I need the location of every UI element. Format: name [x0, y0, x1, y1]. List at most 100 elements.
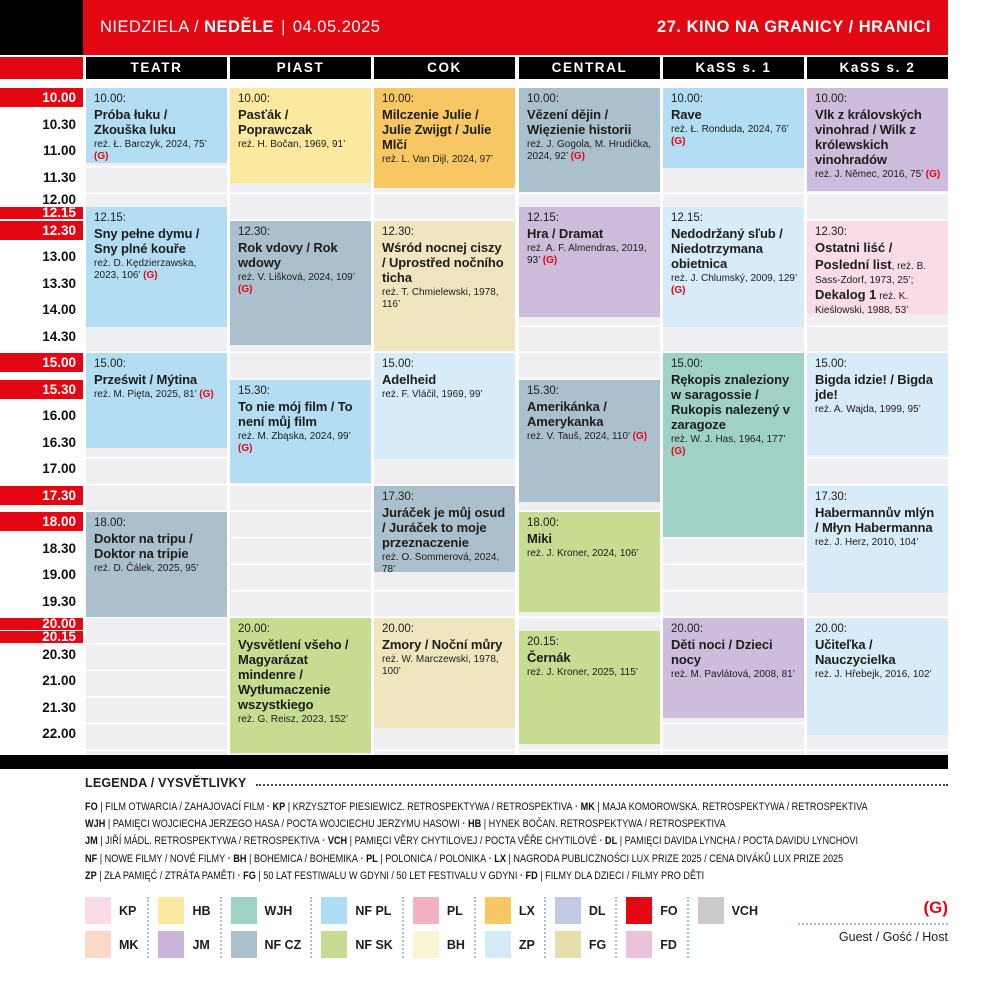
film-title: Habermannův mlýn / Młyn Habermanna	[815, 505, 935, 536]
film-title: Doktor na tripu / Doktor na tripie	[94, 531, 193, 562]
festival-title: 27. KINO NA GRANICY / HRANICI	[657, 18, 931, 36]
cell-start-time: 18.00:	[94, 517, 126, 529]
film-credits: reż. M. Zbąska, 2024, 99’ (G)	[238, 430, 351, 455]
film-credits: reż. J. Herz, 2010, 104’	[815, 536, 919, 548]
legend-swatch-fd	[626, 931, 653, 959]
legend-code: FO	[85, 801, 98, 813]
time-label: 16.00	[42, 408, 76, 423]
cell-start-time: 10.00:	[815, 93, 847, 105]
time-label: 12.00	[42, 194, 76, 206]
legend-swatch-fo	[626, 897, 653, 925]
legend-line: FO | FILM OTWARCIA / ZAHAJOVACÍ FILM · K…	[85, 801, 868, 813]
legend-swatch-item: FG	[554, 931, 607, 959]
cell-start-time: 12.15:	[94, 212, 126, 224]
schedule-cell: 15.00: Adelheid reż. F. Vláčil, 1969, 99’	[374, 353, 515, 459]
legend-swatch-kp	[85, 897, 111, 925]
film-title: Vysvětlení všeho / Magyarázat mindenre /…	[238, 637, 349, 713]
legend-swatch-label: JM	[192, 937, 210, 952]
cell-start-time: 15.30:	[238, 385, 270, 397]
legend-swatch-dl	[554, 897, 581, 925]
film-title: Rave	[671, 107, 702, 122]
film-title-credits-mixed: Ostatni liść / Poslední list, reż. B. Sa…	[815, 240, 941, 314]
legend-swatch-label: FG	[588, 937, 607, 952]
film-credits: reż. L. Van Dijl, 2024, 97’	[382, 153, 493, 165]
film-title: Bigda idzie! / Bigda jde!	[815, 372, 933, 403]
guest-legend: (G) Guest / Gość / Host	[798, 897, 948, 958]
film-credits: reż. W. Marczewski, 1978, 100’	[382, 653, 499, 678]
cell-start-time: 20.00:	[815, 623, 847, 635]
film-credits: reż. J. Kroner, 2024, 106’	[527, 547, 639, 559]
film-credits: reż. J. Chlumský, 2009, 129’ (G)	[671, 272, 797, 297]
guest-badge: (G)	[238, 284, 253, 296]
legend-swatch-column: NF PL NF SK	[310, 897, 402, 959]
cell-start-time: 12.30:	[382, 226, 414, 238]
film-credits: reż. K. Kieślowski, 1988, 53’	[815, 290, 909, 314]
legend-swatch-label: NF PL	[355, 903, 392, 918]
cell-start-time: 10.00:	[671, 93, 703, 105]
film-title: Pasťák / Poprawczak	[238, 107, 313, 138]
film-title: Učiteľka / Nauczycielka	[815, 637, 896, 668]
film-credits: reż. M. Pięta, 2025, 81’ (G)	[94, 388, 214, 400]
schedule-cell: 15.00: Prześwit / Mýtina reż. M. Pięta, 20…	[86, 353, 227, 448]
schedule-cell: 17.30: Juráček je můj osud / Juráček to m…	[374, 486, 515, 572]
time-label: 13.30	[42, 276, 76, 291]
pipe-separator: |	[281, 18, 286, 36]
schedule-cell: 12.30: Ostatni liść / Poslední list, reż.…	[807, 221, 948, 314]
film-title: Sny pełne dymu / Sny plné kouře	[94, 226, 200, 257]
venue-header-central: CENTRAL	[519, 57, 660, 79]
legend-swatch-item: FO	[626, 897, 678, 925]
legend-swatch-label: HB	[192, 903, 211, 918]
schedule-cell: 12.15: Nedodržaný sľub / Niedotrzymana ob…	[663, 207, 804, 327]
cell-start-time: 12.15:	[527, 212, 559, 224]
schedule-cell: 12.15: Hra / Dramat reż. A. F. Almendras, …	[519, 207, 660, 317]
date-label: 04.05.2025	[292, 18, 381, 36]
legend-separator-dot: ·	[517, 869, 526, 882]
legend-swatch-label: FD	[660, 937, 677, 952]
legend-swatch-label: NF CZ	[264, 937, 302, 952]
guest-badge: (G)	[570, 151, 586, 163]
legend-swatch-column: WJH NF CZ	[219, 897, 311, 959]
film-title: Vlk z královských vinohrad / Wilk z król…	[815, 107, 922, 168]
guest-badge: (G)	[542, 255, 558, 267]
film-credits: reż. J. Kroner, 2025, 115’	[527, 666, 638, 678]
guest-badge: (G)	[671, 446, 686, 458]
legend-code: FG	[243, 869, 256, 882]
legend-swatch-bh	[412, 931, 439, 959]
legend-swatch-label: VCH	[731, 903, 758, 918]
legend-code: FD	[525, 869, 538, 882]
legend-swatch-column: HB JM	[147, 897, 219, 959]
header-band: NIEDZIELA / NEDĚLE | 04.05.2025 27. KINO N…	[83, 0, 948, 55]
cell-start-time: 20.00:	[671, 623, 703, 635]
legend-separator-dot: ·	[459, 818, 469, 831]
legend-separator-dot: ·	[319, 835, 328, 848]
guest-badge: (G)	[143, 270, 158, 282]
time-label: 15.00	[0, 353, 83, 372]
time-label: 19.00	[42, 567, 76, 582]
schedule-cell: 20.00: Zmory / Noční můry reż. W. Marczews…	[374, 618, 515, 728]
time-label: 11.00	[42, 143, 76, 158]
legend-swatch-label: BH	[446, 937, 465, 952]
day-cz: NEDĚLE	[204, 18, 275, 36]
film-title: Vězení dějin / Więzienie historii	[527, 107, 632, 138]
schedule-cell: 20.00: Vysvětlení všeho / Magyarázat mind…	[230, 618, 371, 753]
schedule-cell: 15.30: To nie mój film / To není můj film…	[230, 380, 371, 483]
schedule-cell: 18.00: Miki reż. J. Kroner, 2024, 106’	[519, 512, 660, 612]
legend-swatch-item: PL	[412, 897, 465, 925]
legend-code: HB	[468, 818, 482, 831]
film-credits: reż. V. Lišková, 2024, 109’ (G)	[238, 271, 355, 296]
legend-swatch-column: LX ZP	[473, 897, 544, 959]
film-title: Miki	[527, 531, 552, 546]
schedule-cell: 10.00: Próba łuku / Zkouška luku reż. Ł. B…	[86, 88, 227, 163]
time-label: 14.00	[42, 302, 76, 317]
legend-line: NF | NOWE FILMY / NOVÉ FILMY · BH | BOHE…	[85, 852, 844, 865]
legend-swatch-item: BH	[412, 931, 465, 959]
legend-swatch-hb	[158, 897, 185, 925]
legend-swatch-label: KP	[119, 903, 137, 918]
guest-badge: (G)	[671, 136, 686, 148]
film-credits: reż. J. Němec, 2016, 75’ (G)	[815, 168, 941, 180]
time-label: 17.30	[0, 486, 83, 505]
legend-swatch-item: LX	[484, 897, 535, 925]
legend-swatch-label: DL	[588, 903, 606, 918]
film-credits: , reż. B. Sass-Zdorf, 1973, 25’;	[815, 260, 927, 286]
time-label: 14.30	[42, 329, 76, 344]
